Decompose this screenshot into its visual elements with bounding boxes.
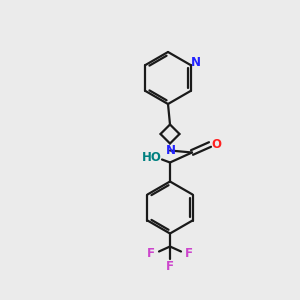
Text: F: F — [166, 260, 174, 273]
Text: HO: HO — [142, 151, 162, 164]
Text: F: F — [147, 247, 155, 260]
Text: O: O — [211, 138, 221, 151]
Text: N: N — [190, 56, 200, 70]
Text: N: N — [166, 145, 176, 158]
Text: F: F — [185, 247, 193, 260]
